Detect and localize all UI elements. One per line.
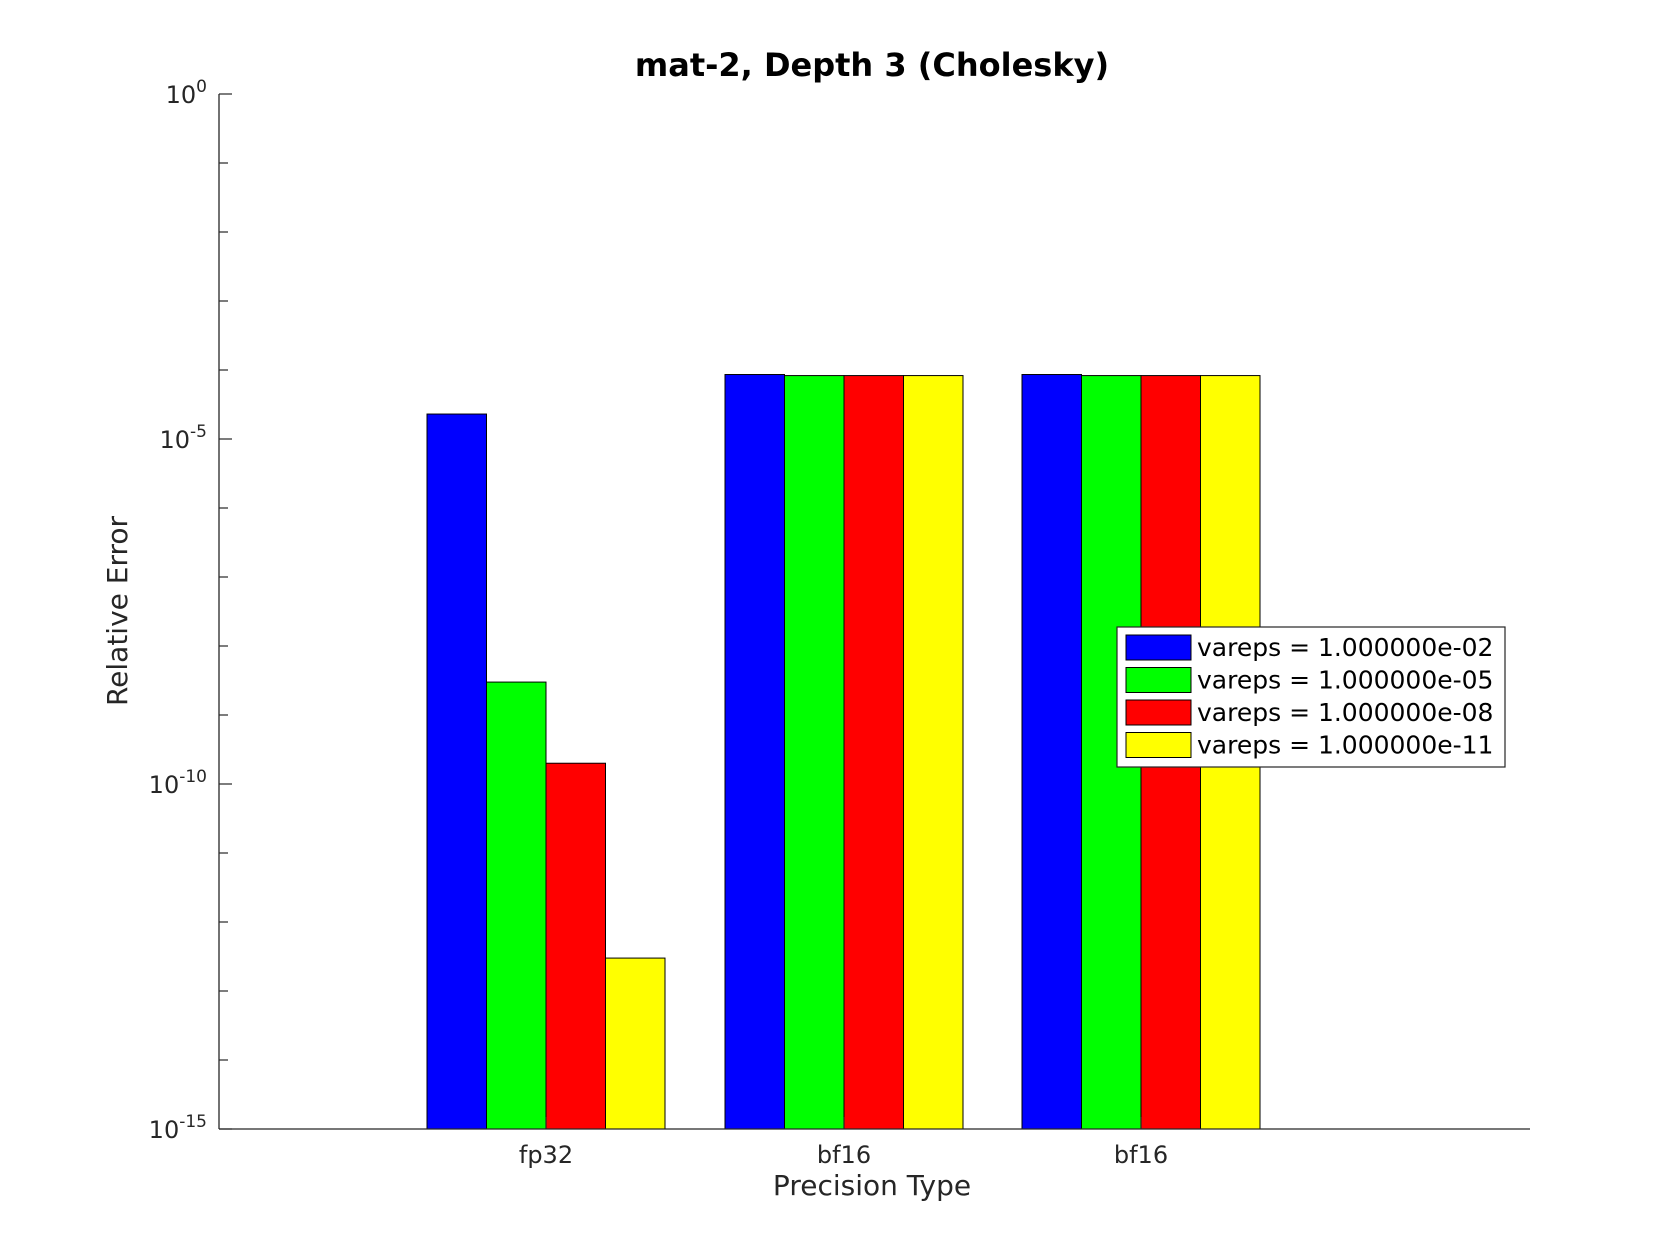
bar [545,762,606,1130]
bar [426,413,487,1130]
y-axis-label: Relative Error [101,515,134,706]
x-tick-label: bf16 [817,1141,871,1169]
x-tick-label: fp32 [519,1141,573,1169]
legend-swatch [1125,667,1192,693]
legend-swatch [1125,634,1192,661]
legend-entry: vareps = 1.000000e-02 [1197,633,1493,662]
x-axis-label: Precision Type [773,1169,971,1202]
chart-title: mat-2, Depth 3 (Cholesky) [635,46,1109,84]
bar [843,375,904,1130]
legend: vareps = 1.000000e-02 vareps = 1.000000e-… [1116,626,1506,768]
legend-entry: vareps = 1.000000e-05 [1197,666,1493,695]
legend-entry: vareps = 1.000000e-08 [1197,698,1493,727]
x-tick-label: bf16 [1114,1141,1168,1169]
y-tick-label: 10-5 [160,422,208,454]
legend-swatch [1125,732,1192,758]
y-tick-label: 10-15 [149,1112,207,1144]
bar [784,375,845,1130]
bar [1021,374,1082,1130]
y-tick-label: 100 [166,77,207,109]
bar [605,957,666,1130]
bar [903,375,964,1130]
bar [724,374,785,1130]
y-tick-label: 10-10 [149,767,207,799]
bar [486,681,547,1130]
legend-swatch [1125,699,1192,726]
legend-entry: vareps = 1.000000e-11 [1197,731,1493,760]
plot-area: 100 10-5 10-10 10-15 fp32 bf16 bf16 [149,77,1530,1169]
